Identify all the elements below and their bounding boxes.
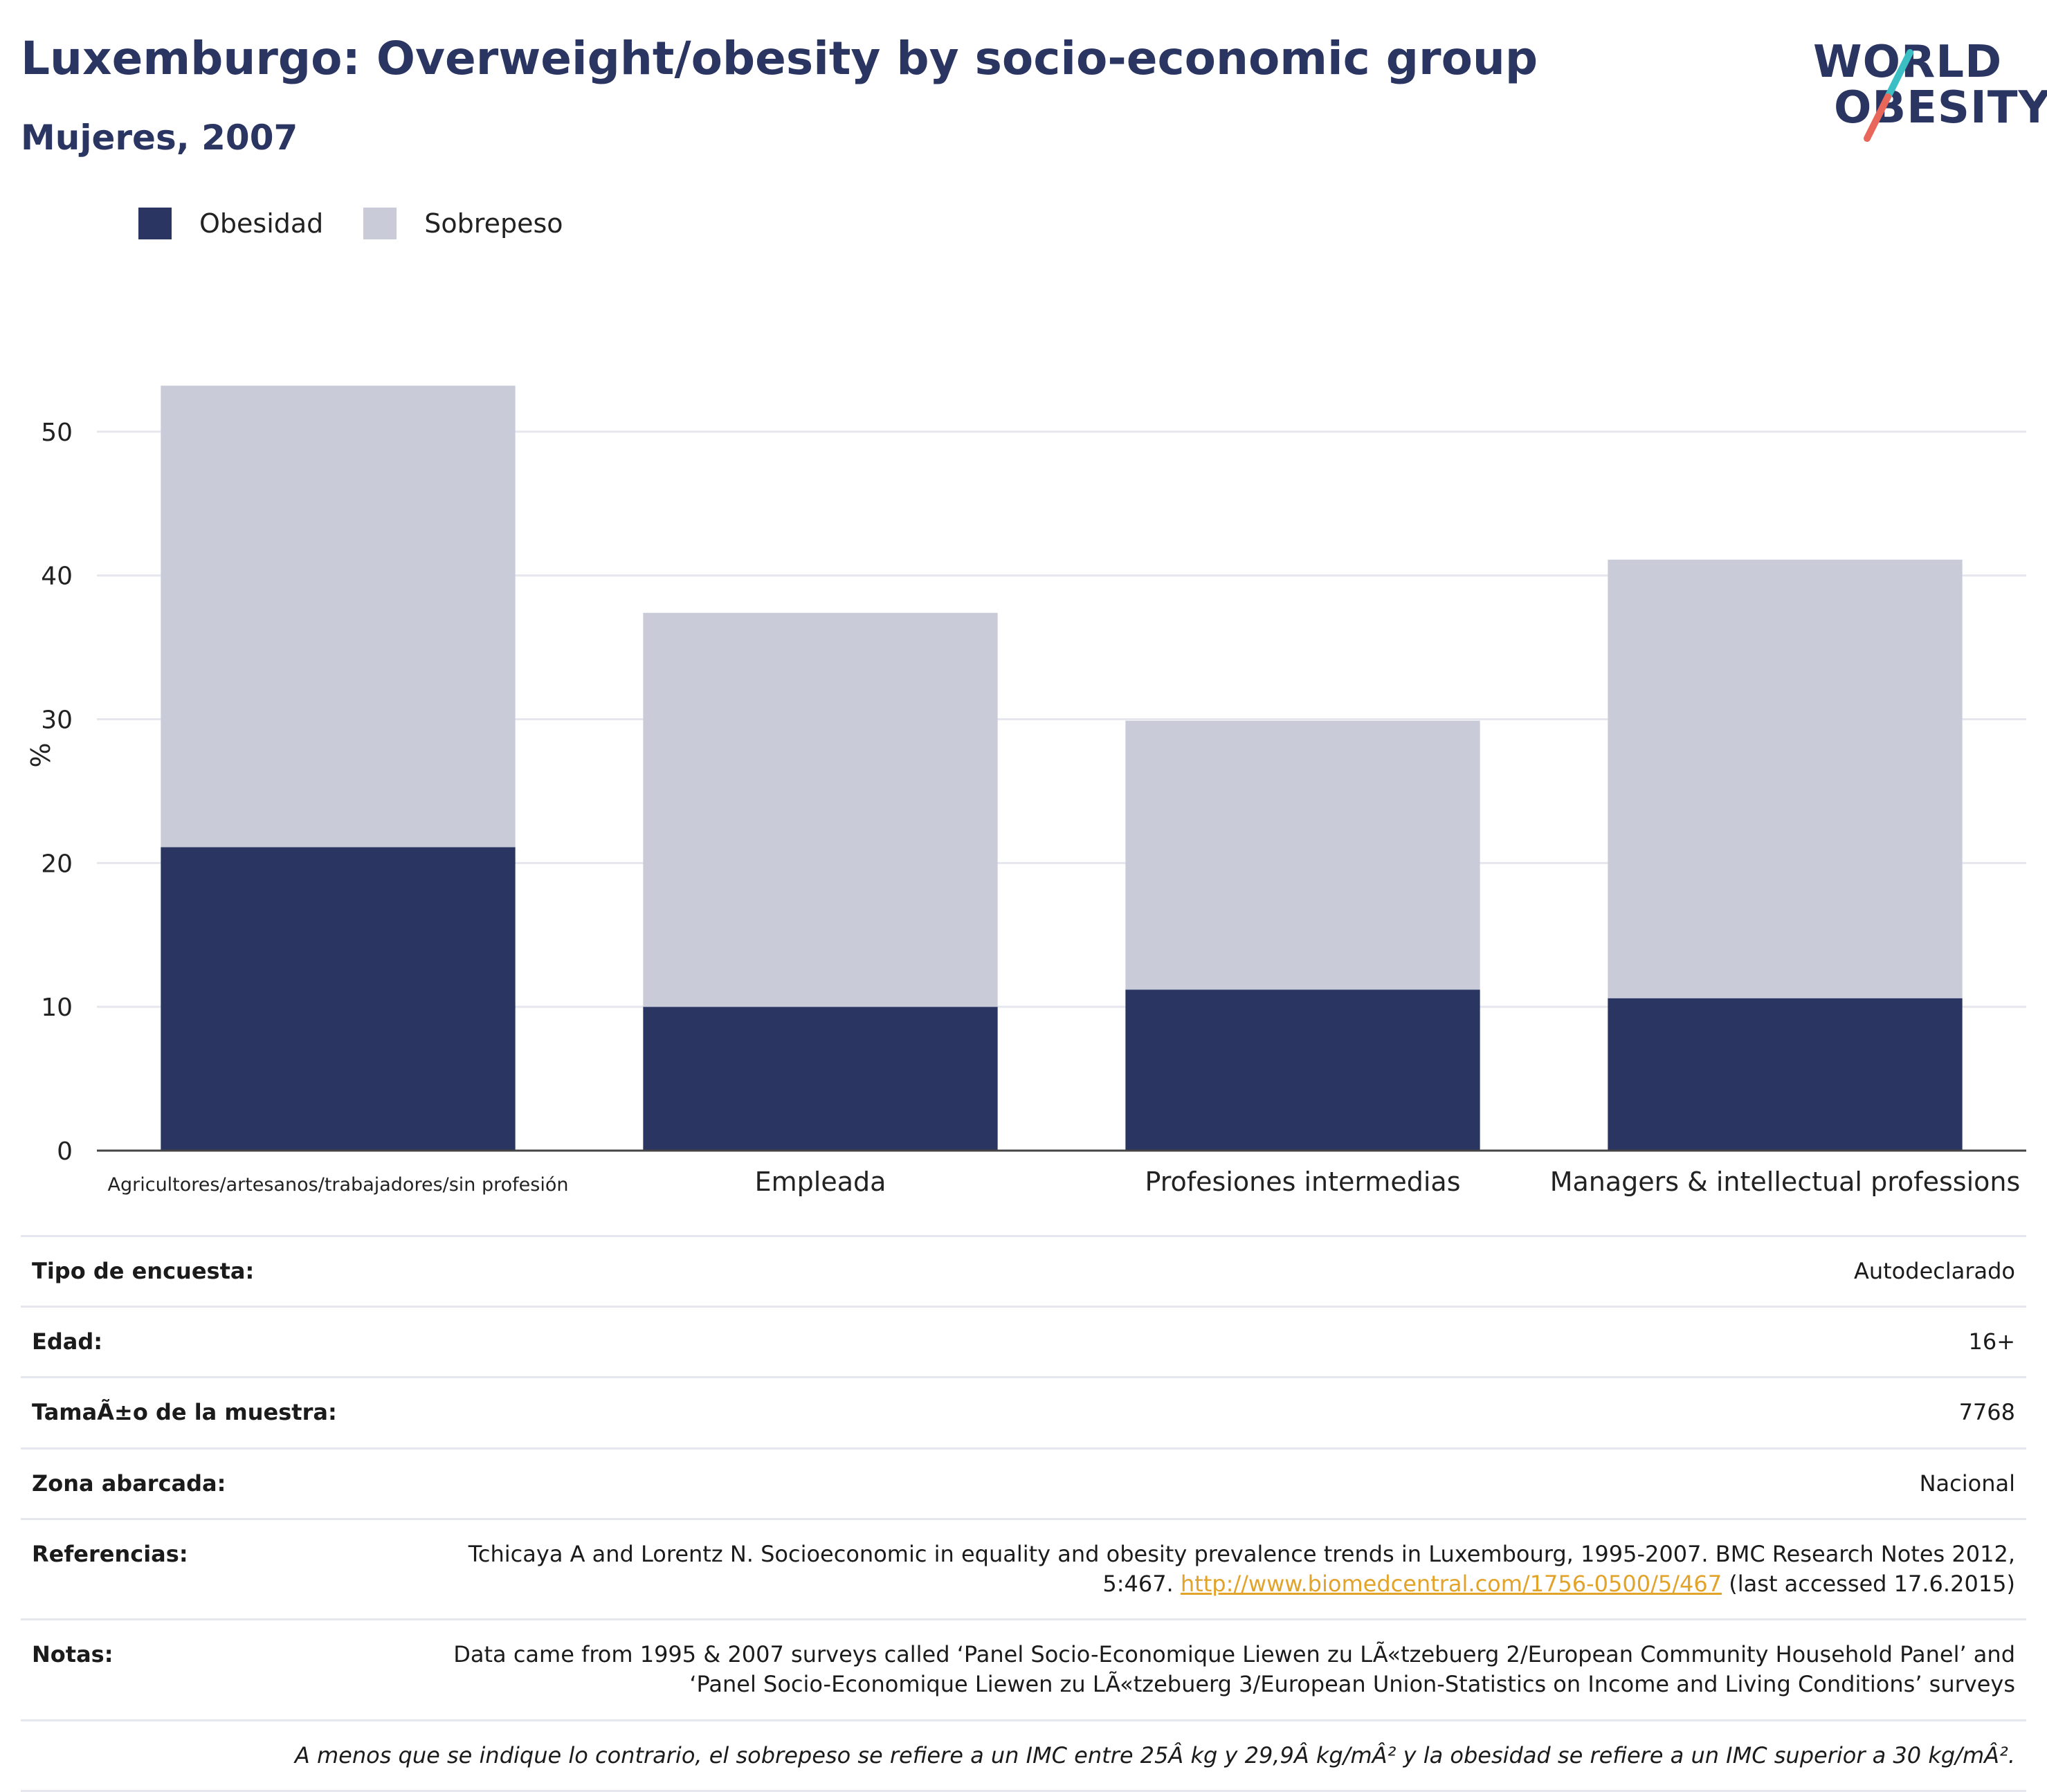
survey-info-table: Tipo de encuesta: Autodeclarado Edad: 16+ Ta…: [21, 1234, 2026, 1792]
y-tick-label: 0: [57, 1137, 73, 1166]
chart-legend: Obesidad Sobrepeso: [138, 208, 603, 239]
x-tick-label: Managers & intellectual professions: [1550, 1167, 2021, 1197]
info-row-edad: Edad: 16+: [21, 1306, 2026, 1378]
info-row-references: Referencias: Tchicaya A and Lorentz N. So…: [21, 1517, 2026, 1620]
legend-label-obesidad: Obesidad: [199, 208, 324, 239]
info-row-tama-o-de-la-muestra-value: 7768: [430, 1376, 2026, 1449]
legend-item-sobrepeso[interactable]: Sobrepeso: [363, 208, 563, 239]
bar-obesidad: [161, 847, 516, 1151]
bar-sobrepeso: [1608, 559, 1963, 998]
info-row-references-value: Tchicaya A and Lorentz N. Socioeconomic …: [430, 1517, 2026, 1620]
legend-label-sobrepeso: Sobrepeso: [424, 208, 563, 239]
info-row-tama-o-de-la-muestra-label: TamaÃ±o de la muestra:: [21, 1376, 430, 1449]
bar-obesidad: [643, 1007, 998, 1151]
chart-subtitle: Mujeres, 2007: [21, 118, 298, 158]
info-row-references-label: Referencias:: [21, 1517, 430, 1620]
info-row-zona-abarcada-label: Zona abarcada:: [21, 1447, 430, 1519]
bar-chart: 0 10 20 30 40 50% Agricultores/artesanos/traba…: [26, 385, 2026, 1197]
y-tick-label: 20: [41, 850, 73, 878]
y-axis-title: %: [26, 742, 56, 767]
info-row-zona-abarcada-value: Nacional: [430, 1447, 2026, 1519]
info-row-zona-abarcada: Zona abarcada: Nacional: [21, 1447, 2026, 1519]
chart-title: Luxemburgo: Overweight/obesity by socio-…: [21, 32, 1538, 85]
bar-obesidad: [1608, 998, 1963, 1151]
info-row-tipo-de-encuesta: Tipo de encuesta: Autodeclarado: [21, 1234, 2026, 1307]
bmi-footnote: A menos que se indique lo contrario, el …: [21, 1719, 2026, 1792]
info-row-edad-label: Edad:: [21, 1306, 430, 1378]
logo-slash-icon: [1864, 49, 1913, 142]
x-tick-label: Empleada: [755, 1167, 886, 1197]
y-tick-label: 40: [41, 563, 73, 591]
info-row-notes-label: Notas:: [21, 1618, 430, 1720]
bar-sobrepeso: [643, 612, 998, 1007]
legend-swatch-obesidad: [138, 208, 172, 239]
info-row-tipo-de-encuesta-value: Autodeclarado: [430, 1234, 2026, 1307]
footnote-row: A menos que se indique lo contrario, el …: [21, 1719, 2026, 1792]
world-obesity-logo: WORLD OBESITY: [1799, 28, 2047, 152]
info-row-notes-value: Data came from 1995 & 2007 surveys calle…: [430, 1618, 2026, 1720]
y-tick-label: 10: [41, 994, 73, 1022]
logo-text-obesity: OBESITY: [1834, 82, 2047, 134]
y-tick-label: 50: [41, 419, 73, 447]
x-tick-label: Agricultores/artesanos/trabajadores/sin …: [108, 1174, 569, 1196]
info-row-tipo-de-encuesta-label: Tipo de encuesta:: [21, 1234, 430, 1307]
info-row-notes: Notas: Data came from 1995 & 2007 surveys…: [21, 1618, 2026, 1720]
y-tick-label: 30: [41, 706, 73, 735]
legend-item-obesidad[interactable]: Obesidad: [138, 208, 323, 239]
info-row-edad-value: 16+: [430, 1306, 2026, 1378]
bar-sobrepeso: [161, 385, 516, 848]
x-tick-label: Profesiones intermedias: [1145, 1167, 1460, 1197]
bar-sobrepeso: [1125, 720, 1480, 990]
reference-link[interactable]: http://www.biomedcentral.com/1756-0500/5…: [1180, 1570, 1722, 1597]
legend-swatch-sobrepeso: [363, 208, 397, 239]
bar-obesidad: [1125, 989, 1480, 1151]
info-row-tama-o-de-la-muestra: TamaÃ±o de la muestra: 7768: [21, 1376, 2026, 1449]
